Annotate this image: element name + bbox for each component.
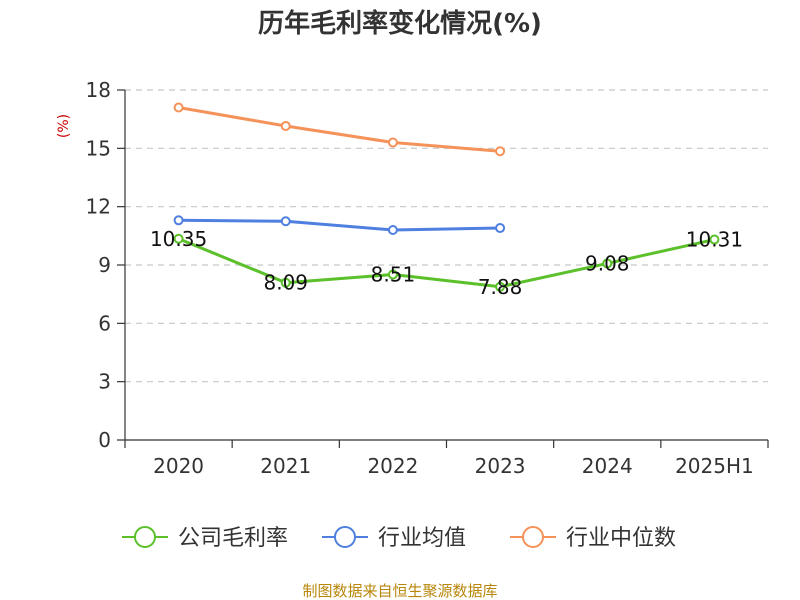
data-label: 10.35 xyxy=(150,227,207,251)
legend-label: 行业中位数 xyxy=(566,526,676,551)
x-tick-label: 2022 xyxy=(367,454,418,478)
gridlines xyxy=(125,90,768,382)
x-tick-label: 2023 xyxy=(475,454,526,478)
series-layer xyxy=(175,104,719,291)
chart-title: 历年毛利率变化情况(%) xyxy=(258,8,542,39)
data-label: 9.08 xyxy=(585,251,630,275)
data-point xyxy=(282,122,290,130)
series-line xyxy=(179,220,501,230)
legend-marker-icon xyxy=(523,527,543,547)
data-label: 7.88 xyxy=(478,275,523,299)
series-line xyxy=(179,108,501,152)
y-axis-unit-label: (%) xyxy=(56,114,72,138)
y-tick-label: 3 xyxy=(98,370,111,394)
x-tick-label: 2021 xyxy=(260,454,311,478)
x-tick-label: 2020 xyxy=(153,454,204,478)
y-axis: 0 3 6 9 12 15 18 xyxy=(86,78,125,452)
data-point xyxy=(282,217,290,225)
x-axis: 2020 2021 2022 2023 2024 2025H1 xyxy=(125,440,768,478)
x-tick-label: 2024 xyxy=(582,454,633,478)
x-tick-label: 2025H1 xyxy=(675,454,754,478)
data-point xyxy=(175,104,183,112)
y-tick-label: 9 xyxy=(98,253,111,277)
data-point xyxy=(389,139,397,147)
data-point xyxy=(496,224,504,232)
y-tick-label: 0 xyxy=(98,428,111,452)
series-line xyxy=(179,239,715,287)
legend-marker-icon xyxy=(335,527,355,547)
data-point xyxy=(175,216,183,224)
y-tick-label: 12 xyxy=(86,195,111,219)
legend-item[interactable]: 行业均值 xyxy=(322,526,466,551)
legend-label: 公司毛利率 xyxy=(178,526,288,551)
y-tick-label: 6 xyxy=(98,311,111,335)
legend-marker-icon xyxy=(135,527,155,547)
y-tick-label: 18 xyxy=(86,78,111,102)
data-label: 8.51 xyxy=(371,263,416,287)
y-tick-label: 15 xyxy=(86,136,111,160)
legend-item[interactable]: 公司毛利率 xyxy=(122,526,288,551)
data-label: 8.09 xyxy=(263,271,308,295)
legend-item[interactable]: 行业中位数 xyxy=(510,526,676,551)
line-chart: 历年毛利率变化情况(%) (%) 0 3 6 9 12 15 18 2020 2021 2022… xyxy=(0,0,800,600)
legend: 公司毛利率 行业均值 行业中位数 xyxy=(122,526,676,551)
legend-label: 行业均值 xyxy=(378,526,466,551)
data-point xyxy=(496,147,504,155)
data-label: 10.31 xyxy=(686,228,743,252)
data-point xyxy=(389,226,397,234)
source-note: 制图数据来自恒生聚源数据库 xyxy=(302,582,497,600)
